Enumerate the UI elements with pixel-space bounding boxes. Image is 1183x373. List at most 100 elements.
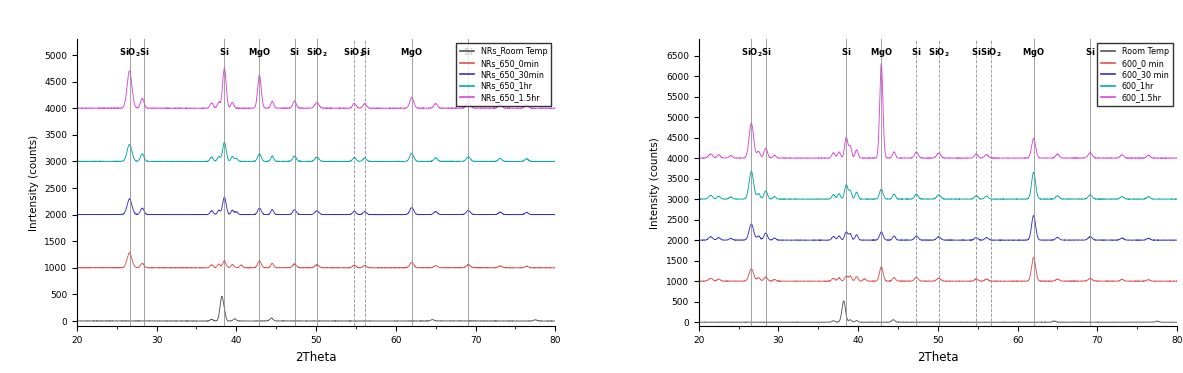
- Line: NRs_650_0min: NRs_650_0min: [77, 253, 555, 268]
- NRs_Room Temp: [544, 319, 558, 323]
- NRs_650_30min: [181, 212, 195, 217]
- Text: $\mathbf{MgO}$: $\mathbf{MgO}$: [870, 46, 893, 59]
- 600_30 min: [692, 238, 706, 242]
- 600_30 min: [1166, 238, 1181, 242]
- 600_30 min: [1027, 213, 1041, 218]
- Room Temp: [906, 320, 920, 325]
- 600_0 min: [692, 279, 706, 283]
- Text: $\mathbf{SiO_2}$: $\mathbf{SiO_2}$: [118, 46, 141, 59]
- Text: $\mathbf{SiO_2}$: $\mathbf{SiO_2}$: [927, 46, 950, 59]
- 600_1.5hr: [808, 156, 822, 160]
- NRs_650_1.5hr: [183, 106, 198, 110]
- NRs_Room Temp: [181, 319, 195, 323]
- NRs_650_1.5hr: [218, 66, 232, 70]
- Room Temp: [1166, 320, 1181, 325]
- NRs_650_1.5hr: [548, 106, 562, 110]
- NRs_650_0min: [186, 266, 200, 270]
- NRs_650_1hr: [218, 140, 232, 144]
- 600_1hr: [803, 197, 817, 201]
- NRs_650_30min: [186, 212, 200, 217]
- NRs_650_1.5hr: [251, 90, 265, 94]
- Room Temp: [803, 320, 817, 325]
- Text: $\mathbf{SiO_2}$: $\mathbf{SiO_2}$: [343, 46, 366, 59]
- Room Temp: [704, 320, 718, 325]
- 600_1.5hr: [803, 156, 817, 160]
- NRs_650_1hr: [70, 159, 84, 164]
- Line: NRs_650_1.5hr: NRs_650_1.5hr: [77, 68, 555, 108]
- Text: $\mathbf{SiO_2}$: $\mathbf{SiO_2}$: [306, 46, 328, 59]
- Line: NRs_Room Temp: NRs_Room Temp: [77, 296, 555, 321]
- Text: $\mathbf{Si}$: $\mathbf{Si}$: [971, 46, 982, 57]
- NRs_650_0min: [284, 265, 298, 269]
- 600_1.5hr: [806, 156, 820, 160]
- NRs_650_1hr: [251, 156, 265, 160]
- NRs_Room Temp: [548, 319, 562, 323]
- NRs_650_0min: [181, 266, 195, 270]
- 600_1hr: [1170, 197, 1183, 201]
- 600_30 min: [803, 238, 817, 242]
- 600_0 min: [1027, 255, 1041, 260]
- Line: 600_1.5hr: 600_1.5hr: [699, 64, 1177, 158]
- Line: NRs_650_30min: NRs_650_30min: [77, 197, 555, 215]
- Text: $\mathbf{Si}$: $\mathbf{Si}$: [360, 46, 370, 57]
- Text: $\mathbf{Si}$: $\mathbf{Si}$: [219, 46, 230, 57]
- NRs_650_1.5hr: [181, 106, 195, 110]
- NRs_650_30min: [544, 212, 558, 217]
- 600_1hr: [906, 196, 920, 200]
- Text: $\mathbf{Si}$: $\mathbf{Si}$: [290, 46, 299, 57]
- Text: $\mathbf{Si}$: $\mathbf{Si}$: [1085, 46, 1095, 57]
- NRs_Room Temp: [70, 319, 84, 323]
- 600_0 min: [1166, 279, 1181, 283]
- Legend: Room Temp, 600_0 min, 600_30 min, 600_1hr, 600_1.5hr: Room Temp, 600_0 min, 600_30 min, 600_1h…: [1097, 43, 1174, 106]
- 600_0 min: [1170, 279, 1183, 283]
- NRs_650_1.5hr: [70, 106, 84, 110]
- NRs_650_1hr: [284, 158, 298, 163]
- NRs_650_1hr: [186, 159, 200, 164]
- Legend: NRs_Room Temp, NRs_650_0min, NRs_650_30min, NRs_650_1hr, NRs_650_1.5hr: NRs_Room Temp, NRs_650_0min, NRs_650_30m…: [455, 43, 551, 106]
- NRs_650_0min: [544, 266, 558, 270]
- 600_1.5hr: [1170, 156, 1183, 160]
- 600_30 min: [808, 238, 822, 242]
- NRs_650_30min: [251, 209, 265, 214]
- NRs_650_30min: [70, 212, 84, 217]
- NRs_650_1.5hr: [76, 106, 90, 110]
- Y-axis label: Inrtensity (counts): Inrtensity (counts): [28, 135, 39, 231]
- Room Temp: [1170, 320, 1183, 325]
- 600_1hr: [808, 197, 822, 201]
- 600_1.5hr: [874, 62, 888, 66]
- NRs_Room Temp: [70, 319, 84, 323]
- Text: $\mathbf{MgO}$: $\mathbf{MgO}$: [1022, 46, 1045, 59]
- X-axis label: 2Theta: 2Theta: [296, 351, 337, 364]
- 600_1hr: [872, 192, 886, 197]
- Room Temp: [808, 320, 822, 325]
- Text: $\mathbf{Si}$: $\mathbf{Si}$: [911, 46, 922, 57]
- 600_0 min: [808, 279, 822, 283]
- Text: $\mathbf{Si}$: $\mathbf{Si}$: [464, 46, 473, 57]
- NRs_650_0min: [70, 266, 84, 270]
- Room Temp: [872, 320, 886, 325]
- NRs_650_1hr: [544, 159, 558, 164]
- X-axis label: 2Theta: 2Theta: [917, 351, 958, 364]
- 600_1.5hr: [696, 156, 710, 160]
- Text: $\mathbf{Si}$: $\mathbf{Si}$: [841, 46, 852, 57]
- NRs_650_0min: [122, 251, 136, 255]
- NRs_650_30min: [284, 211, 298, 216]
- NRs_650_1.5hr: [186, 106, 200, 110]
- Text: $\mathbf{MgO}$: $\mathbf{MgO}$: [248, 46, 271, 59]
- 600_0 min: [692, 279, 706, 283]
- Text: $\mathbf{SiO_2}$: $\mathbf{SiO_2}$: [980, 46, 1001, 59]
- NRs_650_0min: [70, 266, 84, 270]
- 600_30 min: [906, 237, 920, 242]
- NRs_650_1.5hr: [284, 104, 298, 109]
- 600_0 min: [803, 279, 817, 283]
- NRs_Room Temp: [284, 319, 298, 323]
- NRs_650_1.5hr: [544, 106, 558, 110]
- Y-axis label: Intensity (counts): Intensity (counts): [651, 137, 660, 229]
- 600_1.5hr: [1166, 156, 1181, 160]
- Text: $\mathbf{SiO_2}$: $\mathbf{SiO_2}$: [741, 46, 762, 59]
- Text: $\mathbf{Si}$: $\mathbf{Si}$: [138, 46, 149, 57]
- NRs_650_1hr: [72, 159, 86, 164]
- Room Temp: [806, 320, 820, 325]
- NRs_650_30min: [72, 213, 86, 217]
- Text: $\mathbf{MgO}$: $\mathbf{MgO}$: [400, 46, 424, 59]
